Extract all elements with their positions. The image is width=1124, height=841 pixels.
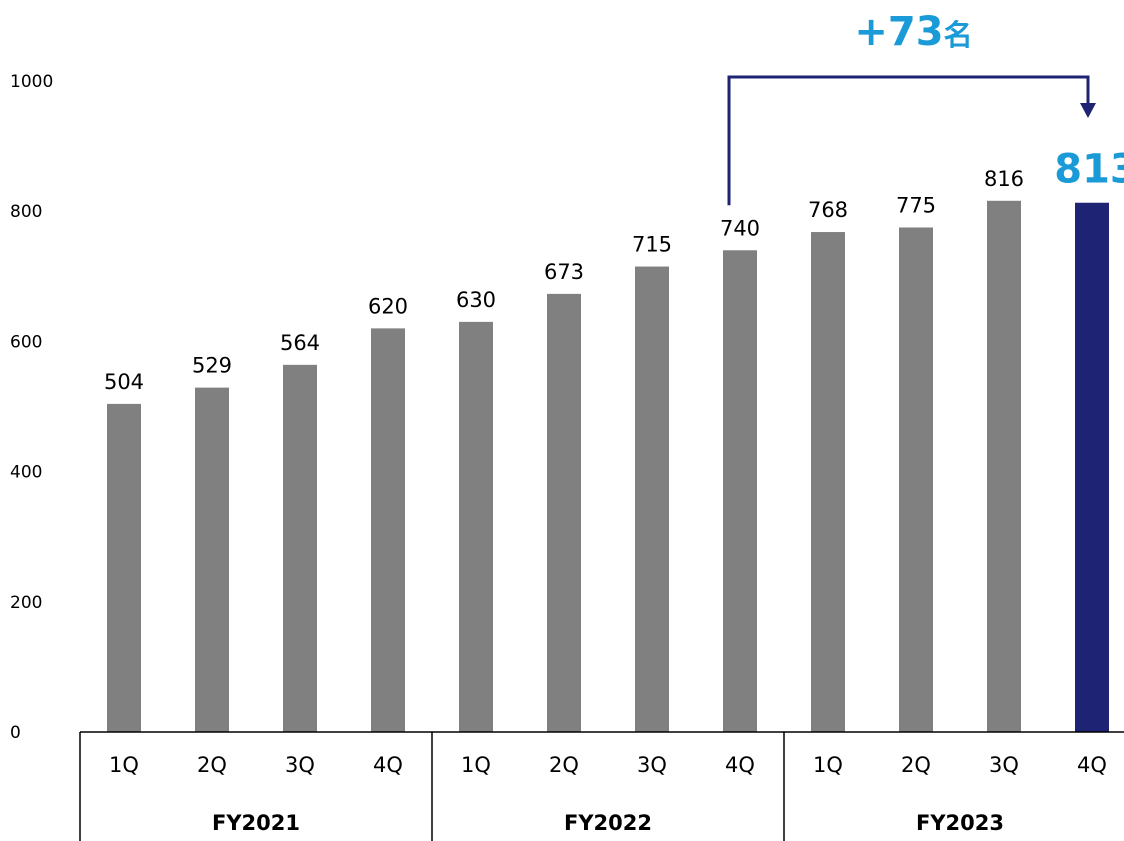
bar	[547, 293, 581, 732]
bar	[459, 321, 493, 732]
data-label: 504	[104, 370, 144, 394]
data-label: 673	[544, 260, 584, 284]
bar	[723, 250, 757, 732]
group-label: FY2022	[564, 811, 652, 835]
annotation-bracket	[727, 75, 1090, 206]
bar	[195, 387, 229, 732]
data-label: 816	[984, 167, 1024, 191]
y-tick-label: 200	[10, 593, 42, 613]
data-label: 630	[456, 288, 496, 312]
data-label: 775	[896, 193, 936, 217]
data-label: 620	[368, 294, 408, 318]
group-label: FY2021	[212, 811, 300, 835]
y-tick-label: 600	[10, 332, 42, 352]
x-tick-label: 4Q	[1077, 753, 1107, 777]
annotation-arrowhead	[1080, 103, 1096, 118]
x-tick-label: 3Q	[989, 753, 1019, 777]
x-tick-label: 2Q	[197, 753, 227, 777]
bar	[635, 266, 669, 732]
data-label: 529	[192, 354, 232, 378]
group-label: FY2023	[916, 811, 1004, 835]
annotation-number: +73	[854, 9, 943, 55]
bar	[1075, 202, 1109, 732]
annotation-unit: 名	[944, 18, 973, 52]
x-tick-label: 4Q	[725, 753, 755, 777]
x-tick-label: 1Q	[813, 753, 843, 777]
bar	[899, 227, 933, 732]
data-label: 768	[808, 198, 848, 222]
annotation-label: +73名	[854, 9, 972, 55]
x-tick-label: 3Q	[285, 753, 315, 777]
data-label-highlight: 813	[1054, 147, 1124, 193]
x-tick-label: 1Q	[461, 753, 491, 777]
bar	[283, 364, 317, 732]
y-tick-label: 800	[10, 202, 42, 222]
x-tick-label: 3Q	[637, 753, 667, 777]
x-tick-label: 4Q	[373, 753, 403, 777]
y-tick-label: 0	[10, 723, 21, 743]
y-tick-label: 400	[10, 463, 42, 483]
y-tick-label: 1000	[10, 72, 53, 92]
data-label: 715	[632, 233, 672, 257]
bar	[371, 328, 405, 732]
bar	[987, 200, 1021, 732]
bar	[811, 232, 845, 733]
data-label: 740	[720, 216, 760, 240]
x-tick-label: 1Q	[109, 753, 139, 777]
bar	[107, 403, 141, 732]
x-tick-label: 2Q	[901, 753, 931, 777]
x-tick-label: 2Q	[549, 753, 579, 777]
data-label: 564	[280, 331, 320, 355]
